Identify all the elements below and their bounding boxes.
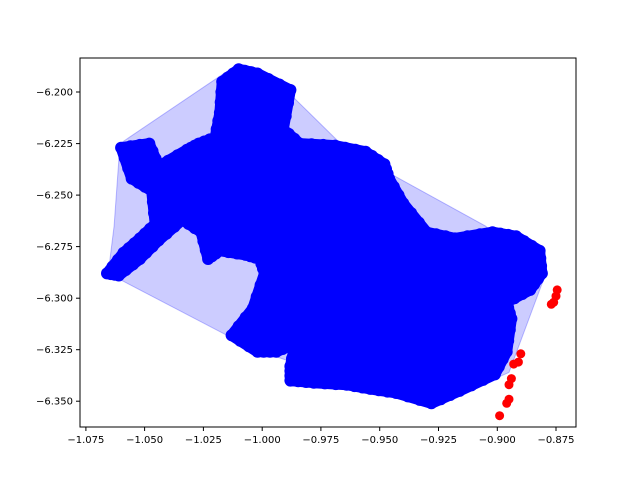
x-tick-label: −1.000: [244, 435, 281, 446]
blue-point: [282, 97, 294, 109]
x-tick-label: −0.950: [361, 435, 398, 446]
x-tick-label: −0.875: [537, 435, 574, 446]
blue-point: [505, 312, 518, 325]
blue-point: [168, 220, 181, 233]
blue-point: [503, 323, 516, 336]
blue-point: [254, 279, 267, 292]
blue-point: [273, 78, 286, 91]
blue-point: [232, 320, 245, 333]
red-point: [509, 359, 519, 369]
y-tick-label: −6.200: [36, 88, 73, 99]
blue-point: [251, 345, 264, 358]
blue-point: [239, 311, 252, 324]
x-tick-label: −0.900: [479, 435, 516, 446]
blue-point: [213, 106, 226, 119]
red-point: [502, 398, 512, 408]
blue-point: [412, 216, 425, 229]
blue-point: [397, 197, 410, 210]
plot-area: [101, 63, 562, 421]
blue-point: [146, 196, 159, 208]
blue-point: [133, 138, 146, 151]
blue-point: [420, 226, 433, 239]
blue-point: [105, 268, 117, 281]
blue-point: [413, 393, 426, 406]
blue-point: [152, 160, 165, 173]
x-axis: −1.075 −1.050 −1.025 −1.000 −0.975 −0.950 −0.9…: [67, 427, 575, 446]
blue-point: [439, 230, 452, 243]
blue-point: [118, 152, 131, 164]
blue-point: [474, 228, 486, 241]
blue-point: [502, 334, 515, 347]
blue-point: [477, 373, 490, 386]
y-tick-label: −6.250: [36, 191, 73, 202]
blue-point: [162, 154, 175, 167]
blue-point: [148, 207, 160, 219]
blue-point: [199, 244, 212, 257]
blue-point: [318, 377, 331, 390]
red-point: [495, 411, 505, 421]
blue-point: [329, 378, 342, 391]
blue-point: [317, 138, 330, 151]
blue-point: [339, 141, 352, 154]
blue-point: [122, 162, 135, 175]
blue-point: [125, 172, 138, 185]
x-tick-label: −0.925: [420, 435, 457, 446]
red-point: [516, 349, 526, 359]
blue-point: [225, 329, 238, 342]
blue-point: [176, 213, 189, 226]
x-tick-label: −1.075: [67, 435, 104, 446]
blue-point: [340, 378, 353, 391]
blue-point: [430, 228, 443, 241]
blue-point: [214, 96, 227, 109]
blue-point: [349, 143, 362, 156]
red-point: [546, 299, 556, 309]
blue-point: [448, 232, 461, 245]
blue-point: [488, 368, 501, 381]
blue-point: [234, 334, 247, 347]
y-tick-label: −6.275: [36, 242, 73, 253]
blue-point: [115, 141, 128, 154]
y-tick-label: −6.225: [36, 139, 73, 150]
outlier-points: [495, 285, 562, 421]
blue-edge-markers: [101, 63, 548, 410]
blue-point: [329, 139, 342, 152]
blue-point: [434, 393, 447, 406]
blue-point: [401, 390, 414, 403]
blue-point: [250, 290, 263, 303]
blue-point: [242, 340, 255, 353]
blue-point: [124, 140, 137, 153]
blue-point: [160, 227, 173, 240]
axes-frame: [79, 57, 577, 428]
y-tick-label: −6.300: [36, 294, 73, 305]
blue-point: [284, 84, 297, 96]
blue-point: [171, 149, 184, 162]
blue-point: [215, 86, 228, 98]
blue-point: [453, 384, 466, 397]
x-tick-label: −1.025: [185, 435, 222, 446]
blue-point: [305, 138, 318, 151]
blue-point: [461, 230, 474, 243]
blue-point: [279, 110, 292, 123]
blue-point: [465, 379, 478, 392]
blue-point: [251, 67, 264, 80]
blue-point: [246, 302, 259, 315]
blue-point: [405, 207, 418, 219]
blue-point: [262, 73, 275, 85]
x-tick-label: −1.050: [126, 435, 163, 446]
blue-point: [293, 137, 306, 150]
y-tick-label: −6.350: [36, 397, 73, 408]
blue-point: [444, 389, 457, 401]
red-point: [504, 380, 514, 390]
y-axis: −6.200 −6.225 −6.250 −6.275 −6.300 −6.325 −6.3…: [36, 88, 80, 408]
y-tick-label: −6.325: [36, 345, 73, 356]
blue-point: [149, 217, 162, 230]
x-tick-label: −0.975: [302, 435, 339, 446]
blue-point: [425, 397, 438, 410]
